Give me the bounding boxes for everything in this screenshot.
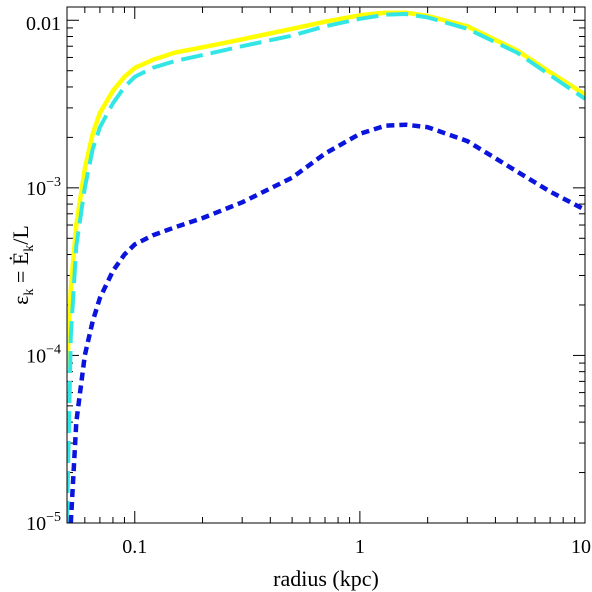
y-tick-label: 10−3 xyxy=(26,175,61,200)
y-tick-label-base: 10 xyxy=(26,513,46,535)
svg-text:εk = Ėk/L: εk = Ėk/L xyxy=(8,225,37,305)
y-axis-title-sub-k2: k xyxy=(22,245,37,252)
x-axis-title: radius (kpc) xyxy=(273,566,379,591)
y-tick-label-exponent: −4 xyxy=(46,342,61,357)
y-tick-label-exponent: −3 xyxy=(46,175,61,190)
y-axis-title-epsilon: ε xyxy=(8,296,33,305)
y-axis-title: εk = Ėk/L xyxy=(8,225,37,305)
plot-frame xyxy=(66,6,586,524)
y-axis-title-edot: Ė xyxy=(8,252,33,265)
x-tick-label: 0.1 xyxy=(122,536,147,558)
y-tick-label: 0.01 xyxy=(26,13,61,35)
x-tick-label: 10 xyxy=(571,536,591,558)
y-tick-label: 10−4 xyxy=(26,342,61,367)
series-line-dotted xyxy=(68,122,585,523)
y-tick-label: 10−5 xyxy=(26,510,61,535)
axis-ticks xyxy=(66,7,586,524)
y-axis-title-sub-k: k xyxy=(22,289,37,296)
x-tick-label: 1 xyxy=(355,536,365,558)
y-tick-label-base: 10 xyxy=(26,345,46,367)
y-tick-label-exponent: −5 xyxy=(46,510,61,525)
y-axis-title-over-l: /L xyxy=(8,225,33,245)
series-line-dashed xyxy=(67,12,585,523)
y-axis-title-equals: = xyxy=(8,265,33,288)
series-line-solid xyxy=(67,10,585,372)
y-tick-label-base: 10 xyxy=(26,178,46,200)
data-curves xyxy=(67,10,585,523)
